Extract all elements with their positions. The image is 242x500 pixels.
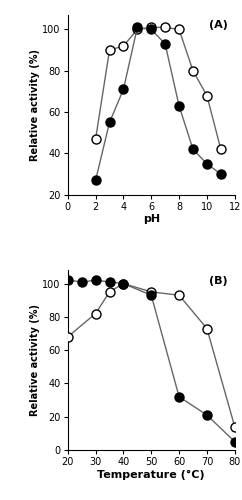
X-axis label: pH: pH bbox=[143, 214, 160, 224]
X-axis label: Temperature (°C): Temperature (°C) bbox=[98, 470, 205, 480]
Text: (A): (A) bbox=[209, 20, 228, 30]
Y-axis label: Relative activity (%): Relative activity (%) bbox=[30, 304, 40, 416]
Text: (B): (B) bbox=[209, 276, 228, 285]
Y-axis label: Relative activity (%): Relative activity (%) bbox=[30, 49, 40, 161]
